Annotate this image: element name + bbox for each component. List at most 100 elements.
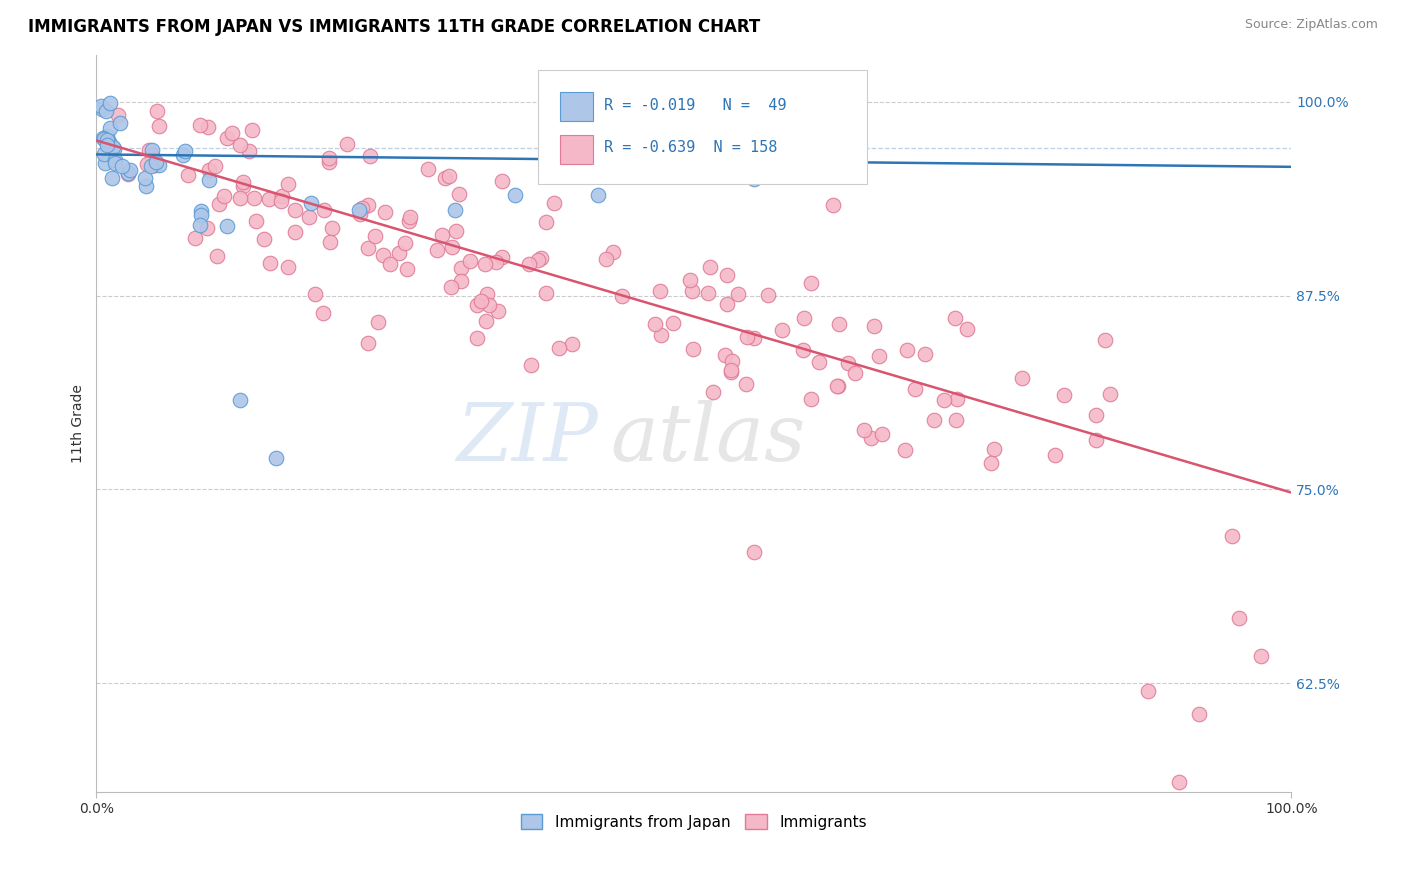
Point	[174, 144, 197, 158]
Point	[491, 174, 513, 188]
Point	[108, 116, 131, 130]
Point	[924, 413, 946, 427]
Point	[853, 424, 876, 438]
Text: ZIP: ZIP	[457, 400, 598, 477]
Point	[458, 254, 481, 268]
Point	[439, 280, 461, 294]
Point	[536, 285, 558, 300]
Point	[117, 167, 139, 181]
Point	[197, 120, 219, 134]
Point	[914, 347, 936, 361]
Point	[441, 240, 464, 254]
Point	[103, 142, 125, 156]
Point	[474, 257, 496, 271]
Point	[716, 268, 738, 283]
Point	[378, 257, 401, 271]
Point	[145, 158, 167, 172]
Point	[793, 311, 815, 326]
Point	[1227, 611, 1250, 625]
Text: atlas: atlas	[610, 400, 806, 477]
Point	[681, 284, 703, 298]
Point	[1136, 684, 1159, 698]
Point	[868, 349, 890, 363]
Point	[93, 132, 115, 146]
Point	[367, 315, 389, 329]
Point	[682, 157, 704, 171]
Point	[91, 130, 114, 145]
Point	[932, 393, 955, 408]
Point	[491, 250, 513, 264]
Point	[650, 328, 672, 343]
Point	[311, 306, 333, 320]
Point	[808, 355, 831, 369]
Point	[742, 172, 765, 186]
Point	[896, 343, 918, 357]
Point	[221, 126, 243, 140]
Point	[527, 252, 550, 267]
Point	[208, 197, 231, 211]
Point	[477, 287, 499, 301]
Point	[485, 255, 508, 269]
Point	[136, 157, 159, 171]
Point	[548, 341, 571, 355]
Point	[98, 136, 121, 150]
Point	[104, 156, 127, 170]
Point	[662, 317, 685, 331]
Point	[862, 318, 884, 333]
Point	[350, 201, 373, 215]
Point	[253, 232, 276, 246]
Point	[172, 148, 194, 162]
Text: R = -0.019   N =  49: R = -0.019 N = 49	[605, 98, 787, 112]
Point	[356, 198, 378, 212]
Point	[195, 221, 218, 235]
Point	[486, 304, 509, 318]
Point	[301, 195, 323, 210]
Point	[543, 195, 565, 210]
Point	[444, 203, 467, 218]
Point	[177, 168, 200, 182]
Legend: Immigrants from Japan, Immigrants: Immigrants from Japan, Immigrants	[515, 808, 873, 836]
Point	[188, 218, 211, 232]
Point	[696, 285, 718, 300]
Point	[470, 294, 492, 309]
Point	[270, 189, 292, 203]
Point	[946, 392, 969, 406]
Point	[111, 159, 134, 173]
Point	[714, 348, 737, 362]
Point	[602, 245, 624, 260]
Point	[449, 187, 471, 202]
Point	[716, 296, 738, 310]
Y-axis label: 11th Grade: 11th Grade	[72, 384, 86, 463]
Text: R = -0.639  N = 158: R = -0.639 N = 158	[605, 140, 778, 155]
Point	[212, 189, 235, 203]
Point	[349, 203, 371, 218]
Point	[859, 431, 882, 445]
Point	[284, 202, 307, 217]
Point	[319, 235, 342, 249]
Point	[430, 227, 453, 242]
Point	[90, 98, 112, 112]
Point	[467, 297, 489, 311]
Point	[394, 236, 416, 251]
Point	[426, 243, 449, 257]
Point	[644, 317, 666, 331]
Point	[264, 451, 287, 466]
Point	[204, 160, 226, 174]
Point	[96, 137, 118, 152]
Text: Source: ZipAtlas.com: Source: ZipAtlas.com	[1244, 18, 1378, 31]
Point	[1011, 371, 1033, 385]
Point	[561, 336, 583, 351]
Point	[359, 149, 381, 163]
Point	[943, 311, 966, 326]
Point	[465, 331, 488, 345]
Point	[530, 251, 553, 265]
Point	[398, 210, 420, 224]
Point	[94, 103, 117, 118]
Point	[1220, 529, 1243, 543]
Point	[792, 343, 814, 357]
Point	[107, 107, 129, 121]
Point	[312, 202, 335, 217]
Point	[245, 213, 267, 227]
Point	[945, 413, 967, 427]
Point	[702, 385, 724, 400]
